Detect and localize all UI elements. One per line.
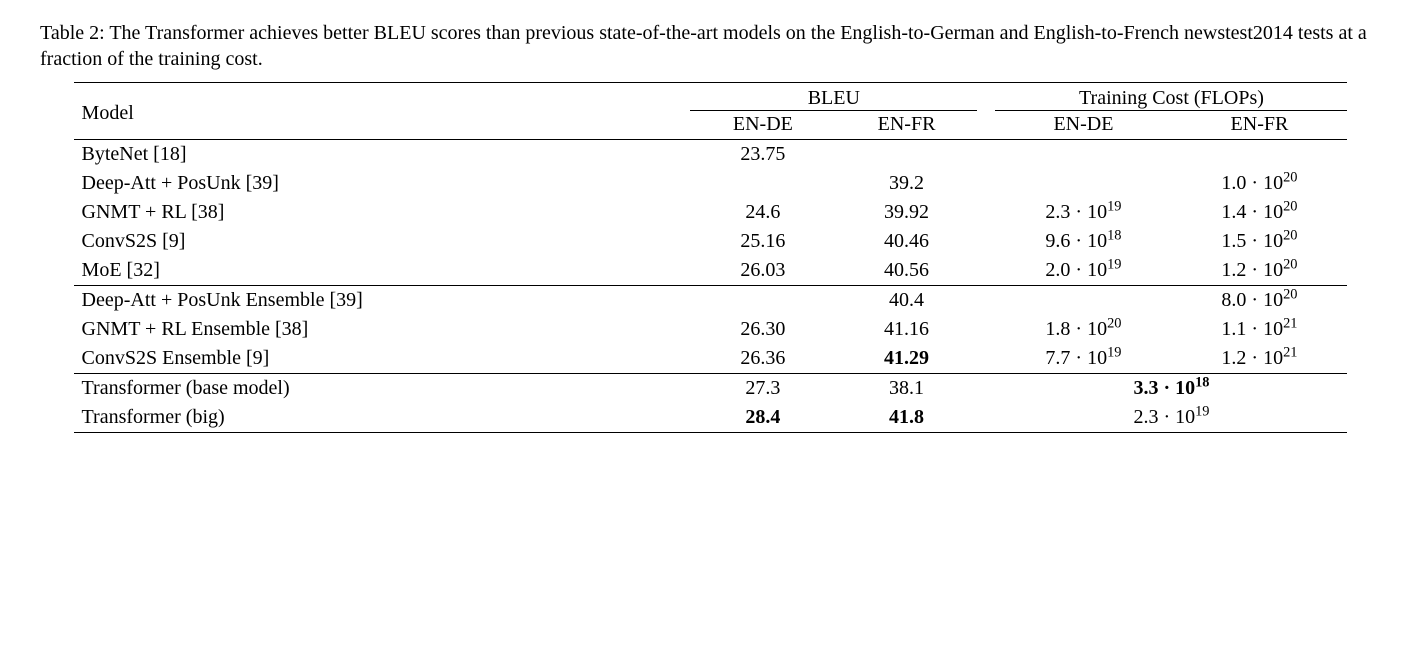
results-table: Model BLEU Training Cost (FLOPs) EN-DE E… <box>74 82 1348 433</box>
table-row: GNMT + RL [38] 24.6 39.92 2.3 · 1019 1.4… <box>74 198 1348 227</box>
cell-cost-de: 9.6 · 1018 <box>995 227 1171 256</box>
table-row: ConvS2S [9] 25.16 40.46 9.6 · 1018 1.5 ·… <box>74 227 1348 256</box>
cell-bleu-fr: 41.16 <box>836 315 978 344</box>
cell-bleu-de: 24.6 <box>690 198 835 227</box>
cell-model: Transformer (base model) <box>74 374 673 404</box>
header-cost-enfr: EN-FR <box>1171 111 1347 140</box>
cell-model: GNMT + RL [38] <box>74 198 673 227</box>
cell-bleu-fr: 41.8 <box>836 403 978 433</box>
cell-cost-fr: 1.0 · 1020 <box>1171 169 1347 198</box>
cell-model: ConvS2S [9] <box>74 227 673 256</box>
cell-cost-de: 1.8 · 1020 <box>995 315 1171 344</box>
cell-cost-de <box>995 169 1171 198</box>
table-row: ByteNet [18] 23.75 <box>74 140 1348 170</box>
cell-model: Deep-Att + PosUnk Ensemble [39] <box>74 286 673 316</box>
cell-bleu-fr: 38.1 <box>836 374 978 404</box>
cell-cost-de: 7.7 · 1019 <box>995 344 1171 374</box>
cell-model: MoE [32] <box>74 256 673 286</box>
cell-bleu-de: 27.3 <box>690 374 835 404</box>
cell-bleu-de <box>690 286 835 316</box>
header-cost-ende: EN-DE <box>995 111 1171 140</box>
cell-cost-fr: 8.0 · 1020 <box>1171 286 1347 316</box>
cell-bleu-de: 23.75 <box>690 140 835 170</box>
table-row: MoE [32] 26.03 40.56 2.0 · 1019 1.2 · 10… <box>74 256 1348 286</box>
cell-cost-merged: 3.3 · 1018 <box>995 374 1347 404</box>
cell-cost-de: 2.3 · 1019 <box>995 198 1171 227</box>
cell-model: ByteNet [18] <box>74 140 673 170</box>
cell-model: Transformer (big) <box>74 403 673 433</box>
cell-model: GNMT + RL Ensemble [38] <box>74 315 673 344</box>
cell-cost-de <box>995 286 1171 316</box>
table-row: Deep-Att + PosUnk Ensemble [39] 40.4 8.0… <box>74 286 1348 316</box>
cell-bleu-de: 26.30 <box>690 315 835 344</box>
cell-bleu-de: 28.4 <box>690 403 835 433</box>
cell-cost-fr: 1.2 · 1021 <box>1171 344 1347 374</box>
cell-cost-fr: 1.2 · 1020 <box>1171 256 1347 286</box>
cell-cost-fr: 1.5 · 1020 <box>1171 227 1347 256</box>
header-bleu-enfr: EN-FR <box>836 111 978 140</box>
cell-cost-de <box>995 140 1171 170</box>
cell-bleu-fr: 40.46 <box>836 227 978 256</box>
table-row: Transformer (base model) 27.3 38.1 3.3 ·… <box>74 374 1348 404</box>
cell-model: ConvS2S Ensemble [9] <box>74 344 673 374</box>
header-bleu-ende: EN-DE <box>690 111 835 140</box>
header-model: Model <box>74 83 673 140</box>
cell-cost-fr: 1.1 · 1021 <box>1171 315 1347 344</box>
cell-model: Deep-Att + PosUnk [39] <box>74 169 673 198</box>
cell-cost-merged: 2.3 · 1019 <box>995 403 1347 433</box>
cell-bleu-fr: 39.92 <box>836 198 978 227</box>
table-row: ConvS2S Ensemble [9] 26.36 41.29 7.7 · 1… <box>74 344 1348 374</box>
cell-bleu-de: 25.16 <box>690 227 835 256</box>
cell-cost-de: 2.0 · 1019 <box>995 256 1171 286</box>
cell-bleu-fr: 40.4 <box>836 286 978 316</box>
cell-bleu-fr: 41.29 <box>836 344 978 374</box>
cell-cost-fr: 1.4 · 1020 <box>1171 198 1347 227</box>
table-row: Deep-Att + PosUnk [39] 39.2 1.0 · 1020 <box>74 169 1348 198</box>
cell-bleu-de: 26.03 <box>690 256 835 286</box>
cell-bleu-fr: 40.56 <box>836 256 978 286</box>
cell-cost-fr <box>1171 140 1347 170</box>
header-cost-group: Training Cost (FLOPs) <box>995 83 1347 111</box>
table-row: GNMT + RL Ensemble [38] 26.30 41.16 1.8 … <box>74 315 1348 344</box>
cell-bleu-de: 26.36 <box>690 344 835 374</box>
table-caption: Table 2: The Transformer achieves better… <box>40 20 1381 72</box>
table-row: Transformer (big) 28.4 41.8 2.3 · 1019 <box>74 403 1348 433</box>
cell-bleu-de <box>690 169 835 198</box>
cell-bleu-fr <box>836 140 978 170</box>
cell-bleu-fr: 39.2 <box>836 169 978 198</box>
header-bleu-group: BLEU <box>690 83 977 111</box>
